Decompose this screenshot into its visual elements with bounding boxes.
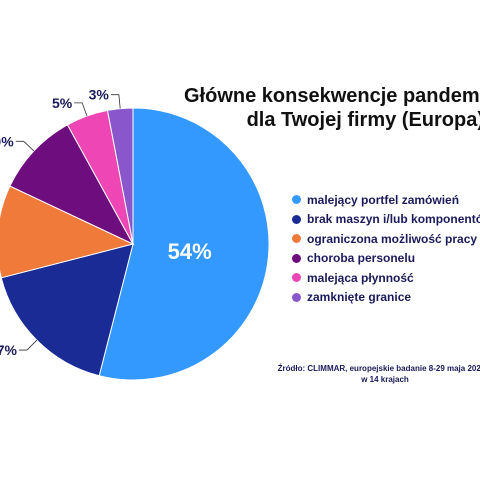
legend-item: ograniczona możliwość pracy na budowie bbox=[292, 229, 480, 249]
source-note: Źródło: CLIMMAR, europejskie badanie 8-2… bbox=[270, 363, 480, 385]
legend-label: zamknięte granice bbox=[307, 290, 412, 305]
slice-value-label: 10% bbox=[0, 133, 14, 149]
chart-legend: malejący portfel zamówień brak maszyn i/… bbox=[292, 190, 480, 307]
legend-label: malejący portfel zamówień bbox=[307, 192, 460, 207]
source-line-2: w 14 krajach bbox=[361, 375, 409, 384]
legend-label: ograniczona możliwość pracy na budowie bbox=[307, 231, 480, 246]
pie-slice bbox=[106, 107, 134, 245]
pie-slice bbox=[9, 124, 135, 246]
pie-slice bbox=[98, 107, 270, 381]
chart-title-line-1: Główne konsekwencje pandemii bbox=[184, 85, 480, 107]
legend-swatch bbox=[292, 253, 301, 263]
legend-swatch bbox=[292, 273, 301, 283]
legend-item: malejąca płynność bbox=[292, 268, 480, 288]
chart-title-line-2: dla Twojej firmy (Europa) bbox=[246, 109, 480, 131]
legend-swatch bbox=[292, 234, 301, 244]
leader-line bbox=[74, 102, 88, 117]
slice-value-label: 3% bbox=[89, 87, 110, 103]
pie-slice bbox=[0, 243, 134, 377]
legend-item: malejący portfel zamówień bbox=[292, 190, 480, 210]
legend-label: brak maszyn i/lub komponentów bbox=[307, 212, 480, 227]
legend-swatch bbox=[292, 214, 301, 224]
legend-item: brak maszyn i/lub komponentów bbox=[292, 210, 480, 230]
leader-line bbox=[110, 94, 121, 109]
legend-item: zamknięte granice bbox=[292, 288, 480, 308]
leader-line bbox=[15, 140, 35, 152]
legend-item: choroba personelu bbox=[292, 249, 480, 269]
pie-slice bbox=[0, 185, 135, 279]
slice-value-label: 17% bbox=[0, 342, 17, 358]
legend-swatch bbox=[292, 292, 301, 302]
source-line-1: Źródło: CLIMMAR, europejskie badanie 8-2… bbox=[277, 364, 480, 373]
chart-title: Główne konsekwencje pandemii dla Twojej … bbox=[184, 84, 480, 132]
slice-value-label: 54% bbox=[168, 239, 212, 264]
legend-swatch bbox=[292, 195, 301, 205]
legend-label: malejąca płynność bbox=[307, 270, 414, 285]
legend-label: choroba personelu bbox=[307, 251, 416, 266]
leader-line bbox=[18, 339, 38, 351]
slice-value-label: 5% bbox=[52, 95, 73, 111]
